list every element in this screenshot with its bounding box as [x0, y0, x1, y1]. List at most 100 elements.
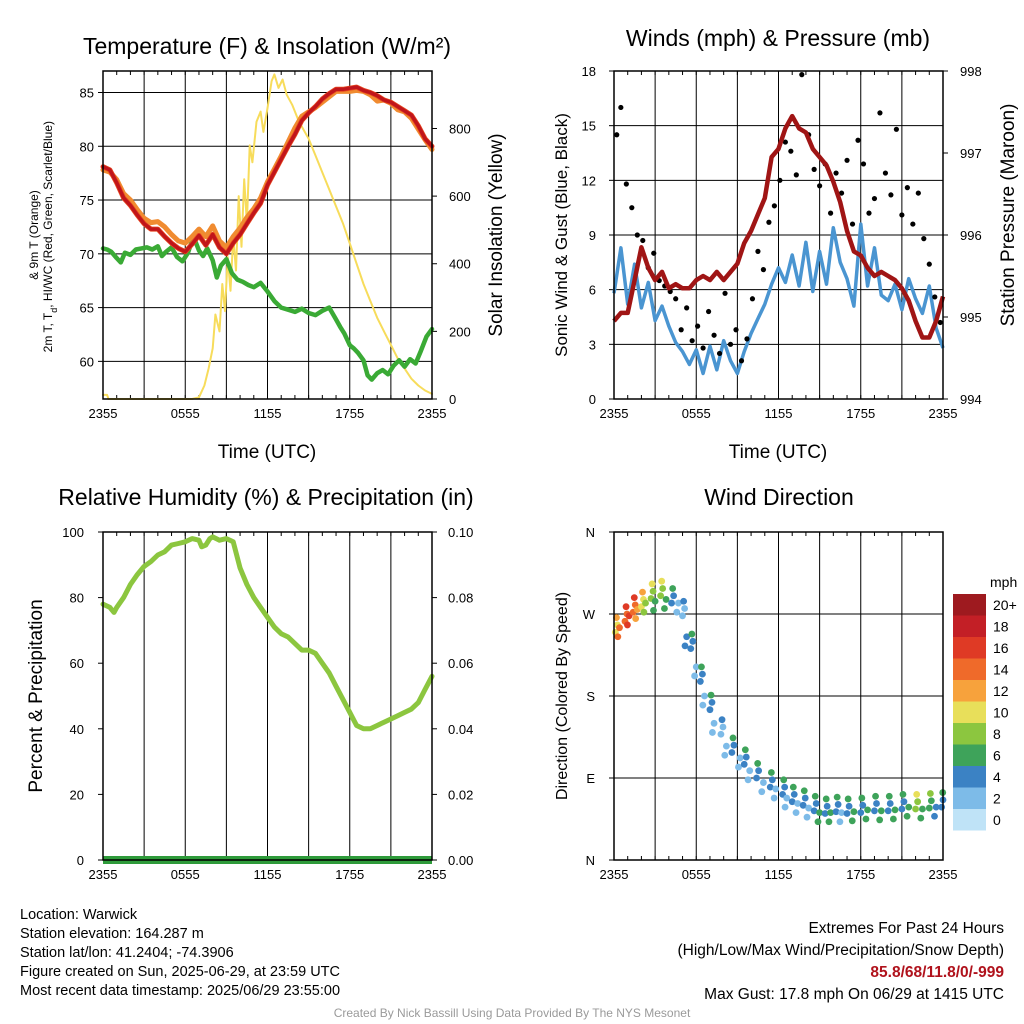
direction-point: [877, 807, 885, 815]
rh-y2tick-label: 0.00: [448, 853, 473, 868]
direction-point: [613, 614, 620, 622]
legend-label: 18: [993, 619, 1009, 635]
legend-label: 16: [993, 640, 1009, 656]
direction-point: [717, 730, 725, 738]
direction-point: [810, 807, 818, 815]
temp-frame: [102, 70, 433, 400]
direction-xtick-label: 1755: [846, 867, 875, 882]
direction-point: [709, 729, 716, 736]
gust-point: [921, 236, 927, 242]
wind-y2tick-label: 996: [960, 228, 982, 243]
rh-series-humidity: [100, 534, 435, 732]
direction-point: [691, 672, 699, 680]
direction-point: [884, 807, 892, 815]
direction-point: [827, 809, 834, 817]
gust-point: [733, 327, 739, 333]
legend-swatch: [953, 766, 986, 788]
direction-point: [903, 812, 911, 820]
legend-label: 6: [993, 748, 1001, 764]
temp-ylabel: 2m T, Td, HI/WC (Red, Green, Scarlet/Blu…: [27, 118, 59, 353]
legend-swatch: [953, 615, 986, 637]
rh-ytick-label: 20: [70, 787, 84, 802]
direction-point: [723, 742, 730, 750]
direction-point: [790, 791, 798, 798]
legend-label: 14: [993, 662, 1009, 678]
temp-y2tick-label: 600: [449, 189, 471, 204]
temp-series-dew: [100, 234, 435, 382]
direction-point: [683, 633, 691, 641]
direction-point: [681, 605, 688, 612]
temp-ylabel-line2: & 9m T (Orange): [27, 190, 41, 280]
rh-y2tick-label: 0.06: [448, 656, 473, 671]
direction-xtick-label: 1155: [765, 867, 793, 882]
direction-point: [825, 818, 833, 826]
temp-series-temp: [101, 85, 434, 256]
direction-ylabel: Direction (Colored By Speed): [554, 592, 571, 800]
wind-series-pressure: [612, 113, 946, 340]
direction-point: [701, 692, 708, 700]
wind-ytick-label: 3: [589, 337, 596, 352]
direction-point: [681, 642, 689, 650]
wind-ytick-label: 18: [582, 64, 596, 79]
direction-point: [679, 612, 686, 620]
rh-y2tick-label: 0.02: [448, 787, 473, 802]
gust-point: [634, 232, 640, 238]
temp-xlabel: Time (UTC): [218, 442, 317, 463]
legend-swatch: [953, 701, 986, 723]
wind-xtick-label: 2355: [600, 406, 629, 421]
direction-point: [931, 812, 938, 820]
temp-y2tick-label: 0: [449, 392, 456, 407]
temp-y2label: Solar Insolation (Yellow): [486, 133, 507, 336]
gust-point: [716, 350, 723, 357]
direction-point: [614, 633, 622, 641]
gust-point: [937, 319, 943, 326]
temp-plot-area: 60 65 70 75 80 85 0 200 400 600 800 2355 0555 1155 175…: [80, 70, 471, 421]
rh-y2tick-label: 0.04: [448, 722, 473, 737]
direction-point: [741, 746, 749, 754]
legend-label: 12: [993, 683, 1009, 699]
direction-point: [766, 783, 774, 791]
legend-label: 4: [993, 769, 1001, 785]
wind-xtick-label: 1755: [846, 406, 875, 421]
gust-point: [695, 323, 701, 329]
direction-point: [760, 779, 767, 786]
direction-point: [821, 810, 829, 817]
direction-chart-title: Wind Direction: [704, 484, 854, 510]
wind-ytick-label: 6: [589, 283, 596, 298]
direction-point: [864, 806, 872, 814]
wind-plot-area: 0 3 6 9 12 15 18 994 995 996 997 998 2355 0555 1155 175…: [582, 64, 982, 421]
rh-plot-area: 0 0.00 20 0.02 40 0.04 60 0.06 80 0.08 100 0.10 2355…: [62, 525, 473, 882]
direction-point: [696, 678, 704, 685]
gust-point: [711, 332, 717, 338]
wind-y2tick-label: 997: [960, 146, 982, 161]
direction-point: [746, 767, 754, 775]
temp-ytick-label: 65: [80, 301, 94, 316]
direction-frame: [613, 531, 944, 861]
wind-ytick-label: 9: [589, 228, 596, 243]
gust-point: [910, 221, 916, 227]
direction-point: [811, 792, 819, 800]
direction-point: [838, 809, 845, 817]
direction-point: [662, 596, 670, 603]
direction-point: [816, 809, 824, 817]
direction-point: [692, 663, 700, 671]
wind-frame: [613, 70, 944, 400]
direction-point: [919, 805, 926, 813]
gust-point: [932, 294, 938, 300]
wind-series-speed: [612, 222, 945, 376]
gust-point: [684, 305, 690, 311]
gust-point: [722, 290, 728, 296]
temp-ytick-label: 60: [80, 354, 94, 369]
rh-ytick-label: 60: [70, 656, 84, 671]
direction-point: [913, 791, 921, 798]
gust-point: [766, 219, 772, 225]
gust-point: [817, 183, 823, 189]
station-elevation: Station elevation: 164.287 m: [20, 926, 204, 942]
direction-point: [799, 801, 807, 809]
temp-xtick-label: 0555: [171, 406, 200, 421]
gust-point: [838, 190, 845, 196]
direction-point: [772, 785, 780, 793]
direction-point: [630, 594, 638, 601]
legend-swatch: [953, 744, 986, 766]
temp-y2tick-label: 400: [449, 257, 471, 272]
